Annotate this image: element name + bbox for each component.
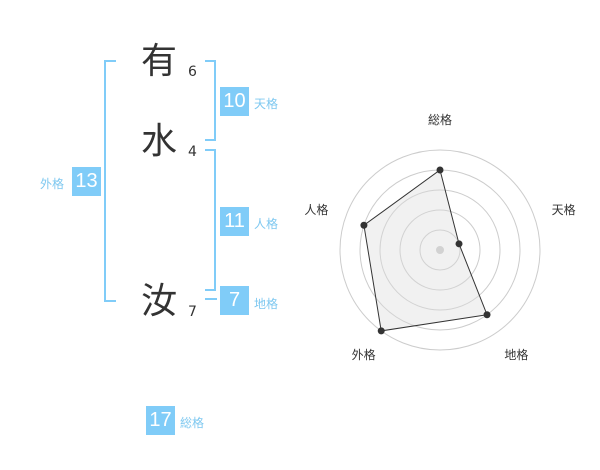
radar-point-4 <box>360 221 368 229</box>
radar-axis-label: 天格 <box>552 202 576 217</box>
tenkaku-bracket <box>205 60 216 141</box>
radar-center <box>436 246 444 254</box>
radar-ring <box>379 189 501 311</box>
jinkaku-bracket <box>205 149 216 291</box>
radar-axis-label: 外格 <box>352 347 376 362</box>
radar-ring <box>399 209 481 291</box>
stroke-count-3: 7 <box>188 304 197 320</box>
gaikaku-bracket <box>104 60 116 302</box>
tenkaku-value: 10 <box>220 87 249 116</box>
soukaku-label: 総格 <box>180 416 205 430</box>
radar-axis-label: 地格 <box>504 347 528 362</box>
tenkaku-label: 天格 <box>254 97 279 111</box>
radar-point-2 <box>483 311 491 319</box>
stroke-count-1: 6 <box>188 64 197 80</box>
radar-point-0 <box>436 166 444 174</box>
radar-ring <box>419 229 461 271</box>
chikaku-connector <box>205 298 217 300</box>
chikaku-label: 地格 <box>254 297 279 311</box>
radar-point-1 <box>455 240 463 248</box>
gaikaku-value: 13 <box>72 167 101 196</box>
name-char-1: 有 <box>140 41 177 82</box>
radar-point-3 <box>377 327 385 335</box>
jinkaku-value: 11 <box>220 207 249 236</box>
gaikaku-label: 外格 <box>40 177 65 191</box>
chikaku-value: 7 <box>220 286 249 315</box>
name-char-2: 水 <box>140 121 177 162</box>
radar-area <box>363 169 488 332</box>
jinkaku-label: 人格 <box>254 217 279 231</box>
radar-axis-label: 人格 <box>304 202 328 217</box>
radar-axis-label: 総格 <box>428 112 452 127</box>
radar-ring <box>339 149 541 351</box>
soukaku-value: 17 <box>146 406 175 435</box>
name-char-3: 汝 <box>140 281 177 322</box>
stroke-count-2: 4 <box>188 144 197 160</box>
